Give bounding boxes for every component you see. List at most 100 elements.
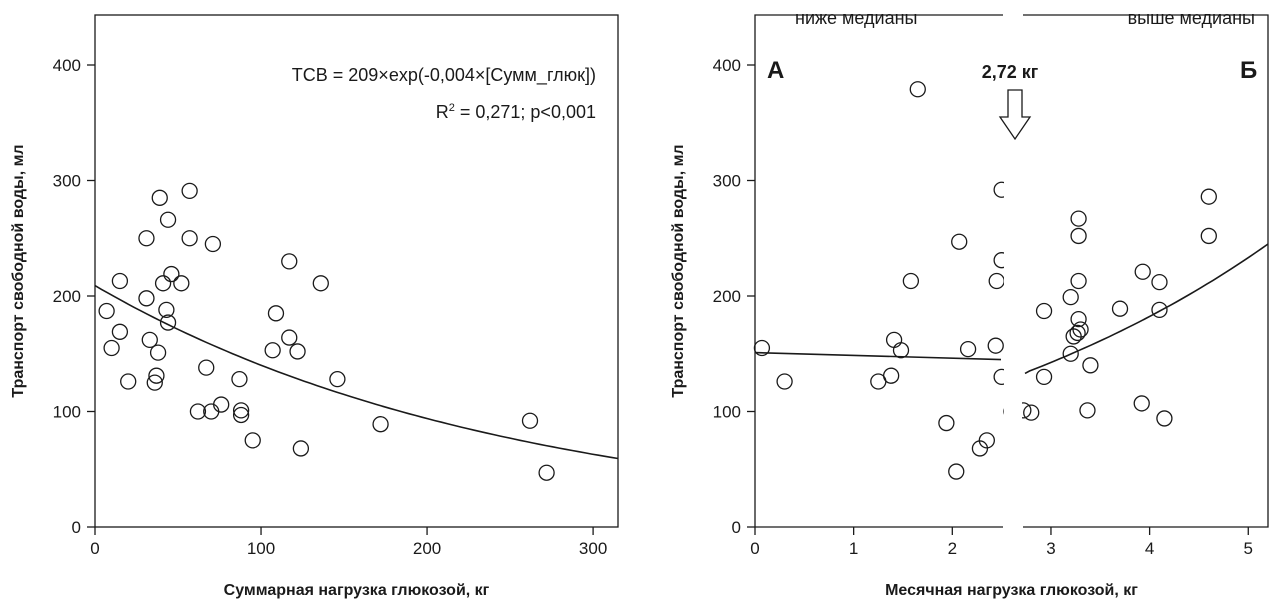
scatter-point-left — [181, 230, 198, 247]
scatter-point-left — [158, 301, 175, 319]
region-label-above-median: выше медианы — [1128, 8, 1255, 28]
x-axis-label-left: Суммарная нагрузка глюкозой, кг — [224, 582, 490, 599]
y-axis-label-left: Транспорт свободной воды, мл — [10, 144, 27, 397]
scatter-point-right — [1070, 310, 1087, 328]
scatter-point-right — [1070, 227, 1087, 245]
x-tick-label-left: 100 — [247, 539, 275, 558]
x-tick-label-right: 4 — [1145, 539, 1154, 558]
fit-r2-prefix: R — [436, 102, 449, 122]
fit-line-left-group — [754, 351, 1002, 361]
scatter-point-left — [189, 403, 207, 420]
median-label: 2,72 кг — [982, 62, 1039, 82]
y-axis-label-right: Транспорт свободной воды, мл — [670, 144, 687, 397]
scatter-point-left — [163, 265, 180, 283]
scatter-point-left — [312, 275, 329, 292]
scatter-point-left — [146, 374, 163, 391]
y-tick-label-right: 100 — [713, 403, 741, 422]
scatter-point-left — [181, 182, 198, 200]
scatter-point-right — [909, 81, 926, 98]
plot-frame-left — [94, 14, 619, 528]
scatter-point-left — [120, 373, 137, 390]
scatter-point-left — [264, 342, 281, 359]
scatter-point-left — [111, 323, 129, 340]
scatter-point-left — [149, 344, 167, 361]
fit-curve-right-group — [1024, 243, 1269, 375]
scatter-point-left — [198, 359, 215, 376]
x-tick-label-right: 1 — [849, 539, 858, 558]
scatter-point-right — [959, 340, 977, 358]
plot-frame-right-a — [754, 14, 1003, 528]
scatter-point-right — [951, 233, 968, 250]
scatter-point-left — [329, 371, 346, 388]
scatter-point-right — [1035, 368, 1053, 386]
y-tick-label-left: 0 — [72, 518, 81, 537]
scatter-point-left — [204, 235, 222, 253]
scatter-point-right — [776, 373, 793, 390]
y-tick-label-left: 400 — [53, 56, 81, 75]
scatter-point-right — [948, 463, 965, 480]
y-tick-label-right: 200 — [713, 287, 741, 306]
scatter-point-left — [159, 314, 177, 331]
scatter-point-left — [98, 302, 115, 320]
scatter-point-right — [1069, 324, 1086, 342]
scatter-point-right — [1035, 302, 1053, 320]
fit-r2-value: = 0,271; р<0,001 — [455, 102, 596, 122]
plot-frame-right-b — [1023, 14, 1269, 528]
scatter-point-left — [154, 275, 172, 292]
y-tick-label-left: 100 — [53, 403, 81, 422]
x-tick-label-left: 200 — [413, 539, 441, 558]
scatter-point-left — [213, 396, 230, 413]
scatter-point-right — [902, 272, 920, 290]
scatter-point-right — [1156, 410, 1173, 427]
scatter-point-left — [232, 402, 250, 419]
x-tick-label-left: 0 — [90, 539, 99, 558]
scatter-point-right — [1200, 188, 1217, 205]
scatter-point-right — [1134, 263, 1151, 280]
x-tick-label-left: 300 — [579, 539, 607, 558]
fit-equation: ТСВ = 209×exp(-0,004×[Сумм_глюк]) — [292, 65, 596, 86]
scatter-point-right — [1062, 289, 1079, 306]
median-gap — [1004, 12, 1022, 530]
scatter-point-right — [1023, 404, 1040, 421]
scatter-point-right — [753, 339, 771, 357]
scatter-point-right — [1111, 300, 1129, 317]
y-tick-label-left: 200 — [53, 287, 81, 306]
x-tick-label-right: 5 — [1244, 539, 1253, 558]
scatter-point-right — [1072, 321, 1089, 338]
scatter-point-left — [141, 331, 158, 349]
scatter-point-right — [1200, 227, 1217, 245]
scatter-point-right — [988, 272, 1005, 290]
scatter-point-left — [173, 275, 190, 292]
scatter-point-left — [111, 272, 129, 290]
y-tick-label-right: 300 — [713, 172, 741, 191]
panel-label-left: А — [767, 57, 784, 84]
scatter-point-left — [138, 230, 155, 247]
scatter-point-right — [892, 342, 910, 359]
scatter-point-right — [1082, 357, 1099, 374]
fit-curve-left — [94, 284, 619, 460]
scatter-point-left — [281, 329, 298, 346]
x-tick-label-right: 3 — [1046, 539, 1055, 558]
fit-r2: R2 = 0,271; р<0,001 — [436, 102, 596, 122]
panel-label-right: Б — [1240, 57, 1257, 84]
scatter-point-right — [987, 337, 1004, 354]
scatter-point-right — [882, 367, 900, 384]
region-label-below-median: ниже медианы — [795, 8, 917, 28]
scatter-point-left — [281, 253, 298, 270]
scatter-point-left — [521, 412, 539, 429]
median-arrow-icon — [998, 89, 1032, 141]
y-tick-label-right: 400 — [713, 56, 741, 75]
scatter-point-right — [938, 414, 955, 432]
scatter-point-right — [1133, 395, 1150, 412]
scatter-point-left — [231, 371, 248, 388]
scatter-point-left — [148, 367, 165, 384]
scatter-point-right — [1151, 301, 1168, 319]
scatter-point-left — [372, 416, 389, 433]
x-tick-label-right: 0 — [750, 539, 759, 558]
scatter-point-left — [103, 339, 120, 357]
scatter-point-left — [138, 290, 155, 307]
scatter-point-right — [978, 432, 995, 449]
scatter-point-right — [885, 331, 903, 349]
